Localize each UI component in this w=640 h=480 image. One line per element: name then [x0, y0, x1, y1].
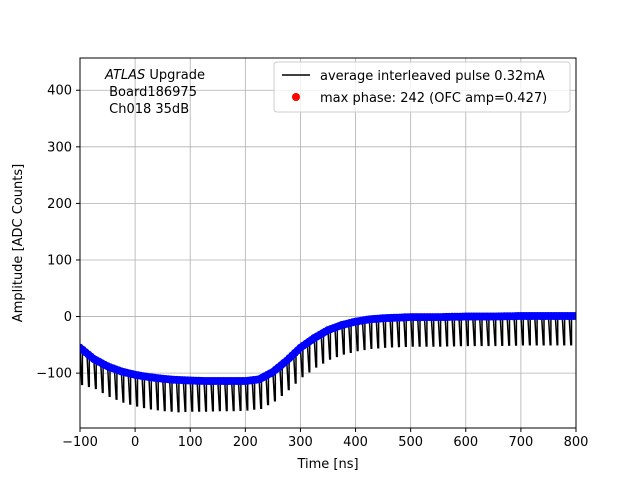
- y-tick-label: 400: [47, 84, 72, 99]
- x-axis-ticks: −100 0 100 200 300 400 500 600 700 800: [62, 428, 588, 450]
- x-tick-label: 600: [453, 435, 478, 450]
- y-tick-label: −100: [36, 367, 72, 382]
- max-phase-markers: [80, 312, 576, 385]
- max-phase-marker: [572, 312, 576, 320]
- legend-entry-pulse: average interleaved pulse 0.32mA: [320, 69, 545, 84]
- annotation-line-1: ATLAS Upgrade: [104, 68, 205, 83]
- y-tick-label: 0: [64, 310, 72, 325]
- plot-frame: [79, 57, 577, 429]
- x-axis-label: Time [ns]: [296, 457, 358, 472]
- y-tick-label: 100: [47, 253, 72, 268]
- plot-area: [80, 312, 576, 413]
- y-axis-label: Amplitude [ADC Counts]: [11, 164, 26, 322]
- x-tick-label: 800: [564, 435, 589, 450]
- annotation-atlas: ATLAS: [104, 68, 145, 83]
- annotation-channel: Ch018 35dB: [105, 102, 189, 117]
- x-tick-label: 200: [233, 435, 258, 450]
- y-tick-label: 300: [47, 140, 72, 155]
- annotation-board: Board186975: [105, 85, 197, 100]
- x-tick-label: −100: [62, 435, 98, 450]
- x-tick-label: 300: [288, 435, 313, 450]
- legend-entry-max-phase: max phase: 242 (OFC amp=0.427): [320, 91, 547, 106]
- x-tick-label: 700: [508, 435, 533, 450]
- x-tick-label: 100: [178, 435, 203, 450]
- y-axis-ticks: −100 0 100 200 300 400: [36, 84, 80, 382]
- atlas-annotation: ATLAS Upgrade Board186975 Ch018 35dB: [104, 68, 205, 117]
- legend-marker-swatch: [292, 93, 300, 101]
- legend: average interleaved pulse 0.32mA max pha…: [273, 61, 571, 113]
- y-tick-label: 200: [47, 197, 72, 212]
- plot-background: [80, 58, 576, 428]
- x-tick-label: 0: [131, 435, 139, 450]
- legend-box: [273, 61, 571, 113]
- x-tick-label: 500: [398, 435, 423, 450]
- annotation-upgrade: Upgrade: [145, 68, 205, 83]
- x-tick-label: 400: [343, 435, 368, 450]
